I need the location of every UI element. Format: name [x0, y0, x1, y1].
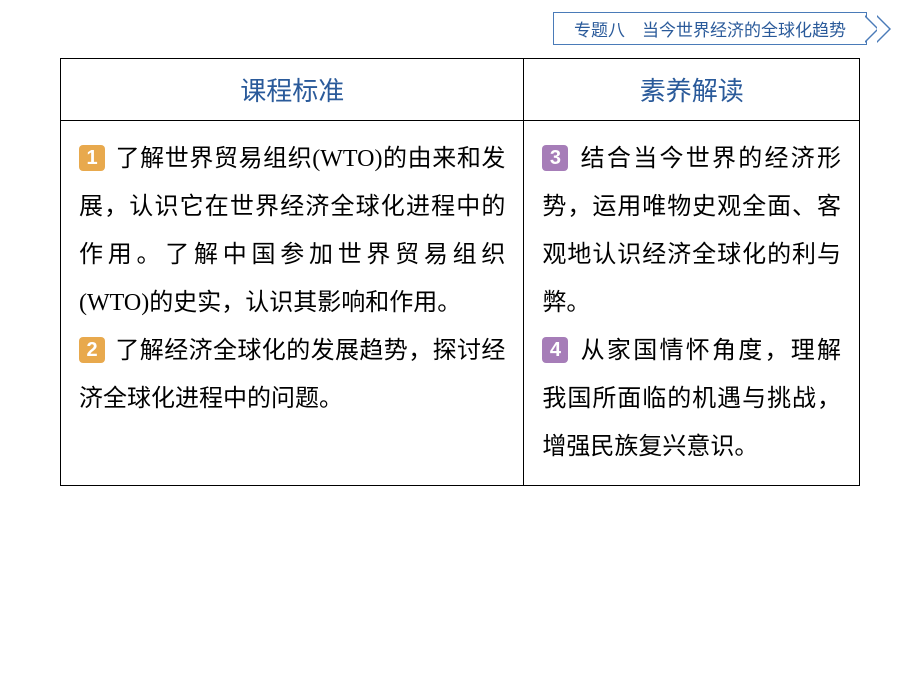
left-item-2: 2 了解经济全球化的发展趋势，探讨经济全球化进程中的问题。 [79, 327, 505, 423]
left-item-1: 1 了解世界贸易组织(WTO)的由来和发展，认识它在世界经济全球化进程中的作用。… [79, 135, 505, 327]
left-item-2-text: 了解经济全球化的发展趋势，探讨经济全球化进程中的问题。 [79, 338, 505, 412]
table-header-row: 课程标准 素养解读 [61, 59, 860, 121]
right-item-2-text: 从家国情怀角度，理解我国所面临的机遇与挑战，增强民族复兴意识。 [542, 338, 841, 460]
content-table: 课程标准 素养解读 1 了解世界贸易组织(WTO)的由来和发展，认识它在世界经济… [60, 58, 860, 486]
number-badge-3: 3 [542, 145, 568, 171]
banner-box: 专题八 当今世界经济的全球化趋势 [553, 12, 867, 45]
cell-left: 1 了解世界贸易组织(WTO)的由来和发展，认识它在世界经济全球化进程中的作用。… [61, 121, 524, 486]
header-right: 素养解读 [524, 59, 860, 121]
header-left: 课程标准 [61, 59, 524, 121]
table-body-row: 1 了解世界贸易组织(WTO)的由来和发展，认识它在世界经济全球化进程中的作用。… [61, 121, 860, 486]
left-item-1-text: 了解世界贸易组织(WTO)的由来和发展，认识它在世界经济全球化进程中的作用。了解… [79, 146, 505, 316]
right-item-1: 3 结合当今世界的经济形势，运用唯物史观全面、客观地认识经济全球化的利与弊。 [542, 135, 841, 327]
right-item-2: 4 从家国情怀角度，理解我国所面临的机遇与挑战，增强民族复兴意识。 [542, 327, 841, 471]
number-badge-4: 4 [542, 337, 568, 363]
banner-arrows-icon [865, 15, 900, 43]
header-banner: 专题八 当今世界经济的全球化趋势 [553, 12, 900, 45]
cell-right: 3 结合当今世界的经济形势，运用唯物史观全面、客观地认识经济全球化的利与弊。 4… [524, 121, 860, 486]
number-badge-1: 1 [79, 145, 105, 171]
banner-text: 专题八 当今世界经济的全球化趋势 [574, 21, 846, 40]
right-item-1-text: 结合当今世界的经济形势，运用唯物史观全面、客观地认识经济全球化的利与弊。 [542, 146, 841, 316]
number-badge-2: 2 [79, 337, 105, 363]
